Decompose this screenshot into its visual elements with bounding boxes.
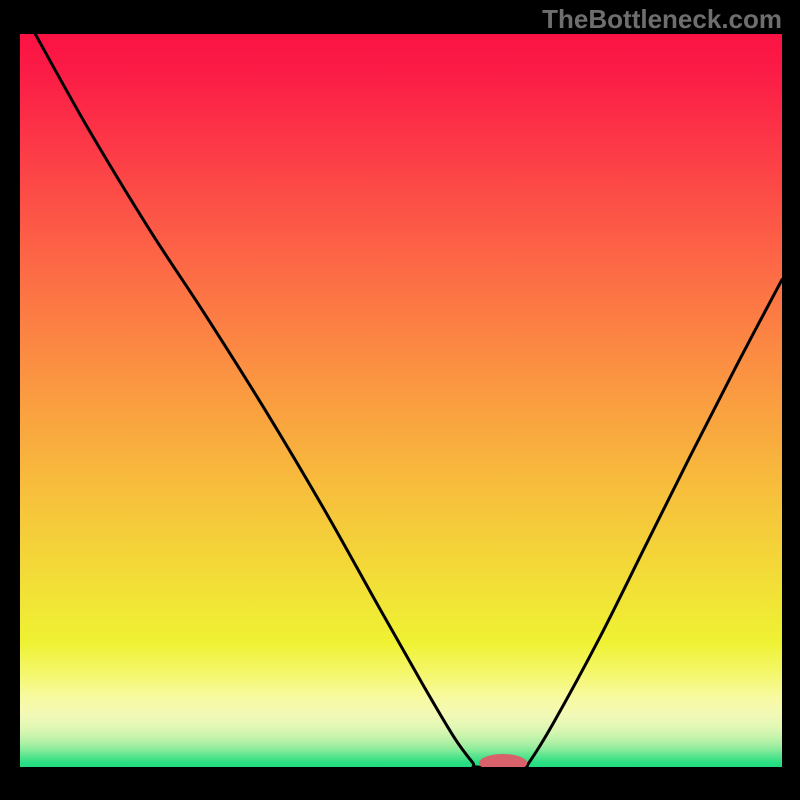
- chart-frame: TheBottleneck.com: [0, 0, 800, 800]
- bottleneck-chart: [0, 0, 800, 800]
- watermark-label: TheBottleneck.com: [542, 4, 782, 35]
- chart-gradient-background: [20, 34, 782, 767]
